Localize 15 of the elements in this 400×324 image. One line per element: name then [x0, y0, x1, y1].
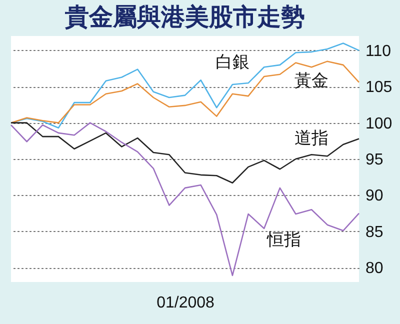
y-tick-label: 80 [366, 260, 384, 278]
series-label: 恒指 [266, 230, 301, 250]
y-tick-label: 90 [366, 188, 384, 205]
line-series [10, 122, 360, 276]
y-tick-label: 95 [366, 152, 384, 168]
y-tick-label: 105 [366, 79, 392, 96]
x-tick-label: 01/2008 [156, 294, 215, 312]
y-tick-label: 100 [366, 115, 392, 132]
series-label: 白銀 [215, 52, 250, 72]
y-tick-label: 110 [366, 42, 392, 60]
y-tick-label: 85 [366, 224, 384, 241]
series-label: 黃金 [294, 71, 329, 92]
chart-title: 貴金屬與港美股市走勢 [64, 3, 305, 31]
series-label: 道指 [294, 128, 329, 149]
line-series [10, 122, 360, 184]
